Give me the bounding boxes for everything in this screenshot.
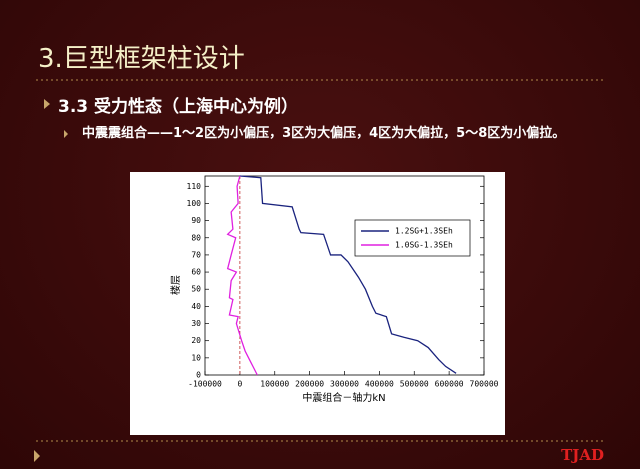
- y-tick-label: 30: [191, 319, 201, 328]
- sub-bullet: 中震震组合——1～2区为小偏压，3区为大偏压，4区为大偏拉，5～8区为小偏拉。: [82, 126, 566, 141]
- legend-label: 1.0SG-1.3SEh: [395, 241, 453, 250]
- y-tick-label: 60: [191, 268, 201, 277]
- y-tick-label: 50: [191, 285, 201, 294]
- y-tick-label: 110: [187, 182, 202, 191]
- y-tick-label: 80: [191, 233, 201, 242]
- x-tick-label: -100000: [188, 380, 222, 389]
- x-tick-label: 500000: [400, 380, 429, 389]
- x-tick-label: 600000: [435, 380, 464, 389]
- logo: TJAD: [561, 446, 604, 464]
- bullet-icon: [44, 99, 50, 109]
- y-axis-label: 楼层: [169, 275, 182, 295]
- y-tick-label: 20: [191, 336, 201, 345]
- bullet: 3.3 受力性态（上海中心为例）: [58, 97, 299, 117]
- series-line: [239, 175, 457, 374]
- slide-title: 3.巨型框架柱设计: [38, 44, 245, 74]
- y-tick-label: 90: [191, 216, 201, 225]
- x-tick-label: 100000: [260, 380, 289, 389]
- y-tick-label: 10: [191, 353, 201, 362]
- x-tick-label: 0: [237, 380, 242, 389]
- y-tick-label: 0: [196, 371, 201, 380]
- y-tick-label: 70: [191, 250, 201, 259]
- nav-icon: [34, 450, 40, 462]
- legend-label: 1.2SG+1.3SEh: [395, 227, 453, 236]
- series-line: [226, 175, 258, 376]
- chart-background: [130, 172, 505, 435]
- bullet-icon: [64, 130, 68, 138]
- y-tick-label: 100: [187, 199, 202, 208]
- x-tick-label: 400000: [365, 380, 394, 389]
- x-axis-label: 中震组合－轴力kN: [302, 391, 385, 404]
- x-tick-label: 200000: [295, 380, 324, 389]
- y-tick-label: 40: [191, 302, 201, 311]
- x-tick-label: 700000: [470, 380, 499, 389]
- legend-box: [354, 219, 471, 257]
- x-tick-label: 300000: [330, 380, 359, 389]
